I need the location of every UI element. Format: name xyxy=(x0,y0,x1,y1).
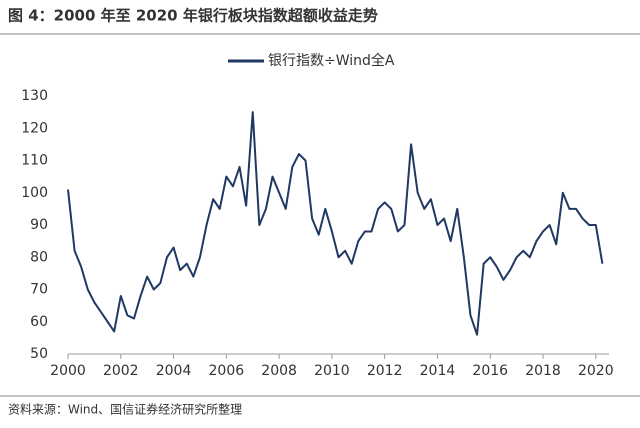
y-tick-label: 130 xyxy=(21,88,48,104)
y-tick-label: 110 xyxy=(21,153,48,169)
y-tick-label: 100 xyxy=(21,185,48,201)
x-tick-label: 2004 xyxy=(156,363,192,379)
x-tick-label: 2012 xyxy=(367,363,403,379)
x-tick-label: 2016 xyxy=(472,363,508,379)
y-tick-label: 90 xyxy=(30,217,48,233)
y-tick-label: 80 xyxy=(30,249,48,265)
x-tick-label: 2010 xyxy=(314,363,350,379)
x-tick-label: 2014 xyxy=(420,363,456,379)
series-line xyxy=(67,111,604,336)
x-tick-label: 2006 xyxy=(209,363,245,379)
y-tick-label: 50 xyxy=(30,346,48,362)
y-tick-label: 70 xyxy=(30,282,48,298)
legend-label: 银行指数÷Wind全A xyxy=(268,52,395,69)
x-tick-label: 2008 xyxy=(261,363,297,379)
source-note: 资料来源：Wind、国信证券经济研究所整理 xyxy=(8,402,242,417)
y-tick-label: 120 xyxy=(21,120,48,136)
chart-title: 图 4：2000 年至 2020 年银行板块指数超额收益走势 xyxy=(8,7,378,25)
x-tick-label: 2020 xyxy=(578,363,614,379)
x-tick-label: 2002 xyxy=(103,363,139,379)
y-tick-label: 60 xyxy=(30,314,48,330)
x-tick-label: 2000 xyxy=(50,363,86,379)
x-tick-label: 2018 xyxy=(525,363,561,379)
